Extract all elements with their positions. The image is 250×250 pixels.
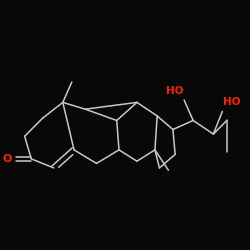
Text: O: O xyxy=(3,154,12,164)
Text: HO: HO xyxy=(166,86,183,96)
Text: HO: HO xyxy=(224,97,241,107)
